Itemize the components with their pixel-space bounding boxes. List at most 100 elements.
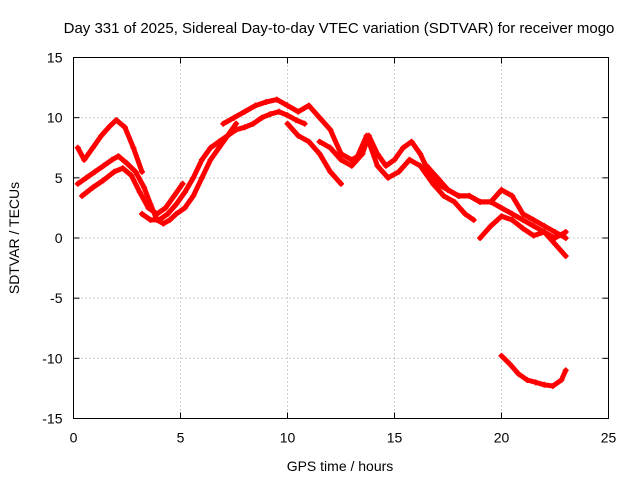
data-point bbox=[470, 216, 477, 223]
data-point bbox=[190, 174, 197, 181]
data-point bbox=[139, 210, 145, 217]
series-track bbox=[316, 132, 569, 241]
data-point bbox=[515, 371, 522, 377]
data-point bbox=[466, 192, 473, 199]
data-point bbox=[417, 162, 424, 169]
data-point bbox=[115, 153, 122, 160]
x-tick-label: 0 bbox=[70, 430, 78, 446]
data-point bbox=[455, 192, 462, 199]
data-point bbox=[348, 162, 355, 169]
data-point bbox=[524, 377, 531, 383]
data-point bbox=[509, 216, 516, 223]
data-point bbox=[382, 162, 389, 169]
data-point bbox=[207, 156, 214, 163]
y-tick-label: 5 bbox=[55, 170, 63, 186]
series-track bbox=[498, 352, 569, 389]
data-point bbox=[162, 204, 169, 211]
data-point bbox=[327, 126, 334, 133]
data-point bbox=[305, 102, 312, 109]
data-point bbox=[231, 114, 237, 121]
data-point bbox=[273, 96, 280, 103]
data-point bbox=[181, 204, 188, 211]
data-point bbox=[145, 204, 152, 211]
data-point bbox=[216, 138, 222, 145]
data-point bbox=[327, 168, 334, 175]
data-point bbox=[408, 138, 415, 145]
series-track bbox=[477, 213, 569, 259]
data-point bbox=[179, 180, 186, 187]
series-track bbox=[284, 120, 344, 187]
data-point bbox=[440, 192, 447, 199]
data-point bbox=[295, 132, 302, 139]
data-point bbox=[338, 180, 344, 187]
series-track bbox=[353, 132, 477, 223]
data-point bbox=[487, 223, 494, 229]
data-point bbox=[113, 117, 120, 124]
data-point bbox=[111, 168, 118, 175]
data-point bbox=[462, 210, 469, 217]
data-point bbox=[541, 223, 548, 229]
data-point bbox=[89, 184, 96, 191]
series-line bbox=[220, 97, 365, 163]
data-point bbox=[562, 253, 569, 259]
data-point bbox=[451, 198, 458, 205]
data-point bbox=[136, 189, 143, 196]
data-point bbox=[141, 184, 148, 191]
data-point bbox=[119, 165, 126, 172]
data-point bbox=[327, 144, 334, 151]
data-point bbox=[139, 168, 145, 175]
data-point bbox=[284, 112, 291, 119]
series-track bbox=[74, 117, 145, 175]
data-point bbox=[509, 210, 516, 217]
series-line bbox=[75, 109, 308, 227]
data-point bbox=[477, 198, 484, 205]
data-point bbox=[417, 150, 424, 157]
data-point bbox=[79, 192, 86, 199]
series-track bbox=[79, 165, 186, 217]
series-track bbox=[220, 96, 366, 163]
chart-title: Day 331 of 2025, Sidereal Day-to-day VTE… bbox=[64, 20, 615, 37]
data-point bbox=[147, 216, 154, 223]
data-point bbox=[74, 180, 81, 187]
series-line bbox=[285, 121, 344, 187]
data-point bbox=[109, 156, 115, 163]
data-point bbox=[284, 102, 291, 109]
data-point bbox=[252, 102, 259, 109]
data-point bbox=[173, 210, 180, 217]
data-point bbox=[532, 379, 539, 386]
data-point bbox=[91, 168, 98, 175]
data-point bbox=[198, 156, 205, 163]
x-tick-label: 20 bbox=[494, 430, 510, 446]
data-point bbox=[445, 186, 451, 193]
axis-ticks: 0 5 10 15 20 25 -15 -10 -5 0 5 10 15 bbox=[42, 50, 616, 446]
data-point bbox=[498, 213, 505, 220]
data-point bbox=[74, 144, 81, 151]
data-point bbox=[216, 144, 222, 151]
data-point bbox=[558, 377, 565, 383]
data-point bbox=[374, 162, 381, 169]
series-line bbox=[499, 353, 569, 389]
data-point bbox=[562, 367, 569, 374]
data-point bbox=[530, 216, 537, 223]
data-point bbox=[295, 108, 302, 115]
y-tick-label: -5 bbox=[50, 290, 63, 306]
data-point bbox=[519, 216, 526, 223]
data-point bbox=[100, 162, 107, 169]
data-point bbox=[562, 235, 569, 241]
series-track bbox=[74, 108, 308, 227]
data-point bbox=[316, 114, 323, 121]
data-point bbox=[224, 132, 231, 139]
data-point bbox=[430, 180, 436, 187]
data-point bbox=[477, 235, 484, 241]
data-point bbox=[220, 120, 227, 127]
data-point bbox=[132, 168, 139, 175]
data-point bbox=[316, 138, 323, 145]
data-point bbox=[106, 123, 113, 130]
data-point bbox=[301, 120, 308, 127]
data-point bbox=[519, 210, 526, 217]
data-point bbox=[164, 210, 171, 217]
series-line bbox=[317, 133, 569, 241]
data-point bbox=[530, 232, 537, 239]
data-point bbox=[552, 241, 558, 247]
